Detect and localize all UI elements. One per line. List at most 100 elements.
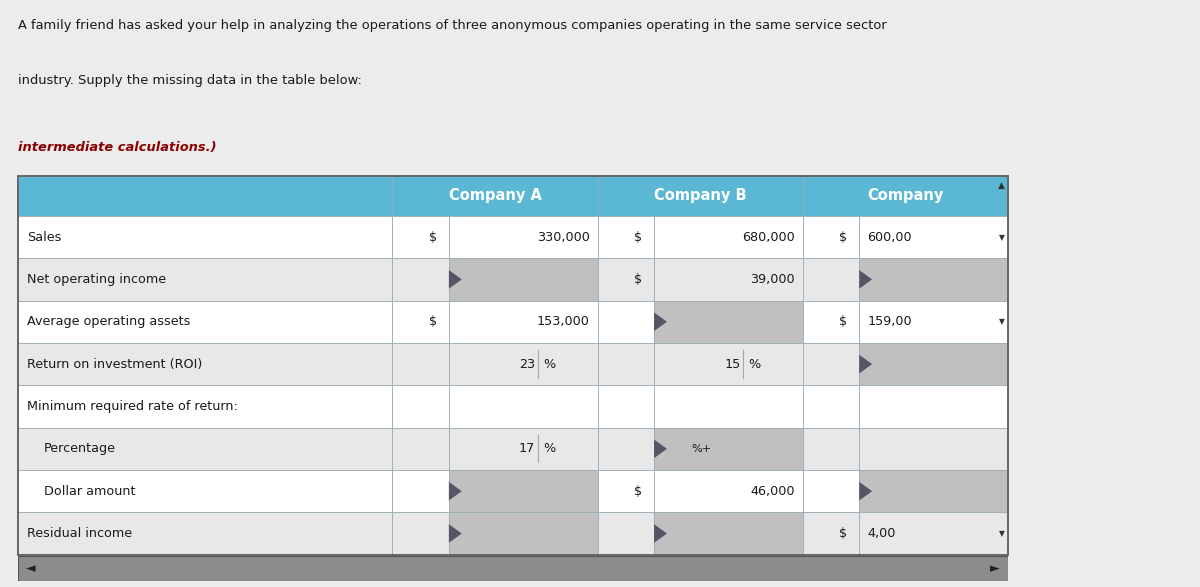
Text: $: $ — [840, 231, 847, 244]
Bar — [803, 428, 859, 470]
Bar — [18, 258, 392, 301]
Text: Percentage: Percentage — [44, 443, 116, 456]
Bar — [803, 343, 859, 385]
Bar — [18, 428, 392, 470]
Bar — [392, 176, 598, 216]
Text: Minimum required rate of return:: Minimum required rate of return: — [28, 400, 239, 413]
Bar — [18, 512, 392, 555]
Bar — [598, 258, 654, 301]
Text: %+: %+ — [691, 444, 712, 454]
Bar — [654, 512, 803, 555]
Bar — [392, 470, 449, 512]
Bar — [18, 301, 392, 343]
Bar — [859, 385, 1008, 428]
Text: $: $ — [635, 273, 642, 286]
Bar — [598, 176, 803, 216]
Bar — [449, 428, 598, 470]
Polygon shape — [654, 524, 667, 543]
Polygon shape — [449, 270, 462, 289]
Text: 159,00: 159,00 — [868, 315, 912, 328]
Bar — [18, 216, 392, 258]
Bar — [859, 470, 1008, 512]
Bar — [449, 470, 598, 512]
Text: $: $ — [635, 485, 642, 498]
Bar — [803, 258, 859, 301]
Text: ▼: ▼ — [1000, 232, 1006, 241]
Bar — [392, 258, 449, 301]
Bar — [598, 470, 654, 512]
Bar — [859, 512, 1008, 555]
Bar — [392, 512, 449, 555]
Text: intermediate calculations.): intermediate calculations.) — [18, 141, 217, 154]
Bar — [654, 470, 803, 512]
Polygon shape — [859, 270, 872, 289]
Text: Company B: Company B — [654, 188, 746, 204]
Bar — [392, 385, 449, 428]
Bar — [654, 258, 803, 301]
Bar — [598, 512, 654, 555]
Bar — [654, 428, 803, 470]
Bar — [803, 216, 859, 258]
Bar — [654, 301, 803, 343]
Text: Residual income: Residual income — [28, 527, 132, 540]
Text: $: $ — [840, 315, 847, 328]
Bar — [859, 258, 1008, 301]
Bar — [392, 301, 449, 343]
Text: 15: 15 — [724, 357, 740, 370]
Polygon shape — [859, 482, 872, 501]
Text: Company A: Company A — [449, 188, 541, 204]
Text: 46,000: 46,000 — [750, 485, 794, 498]
Text: %: % — [544, 443, 556, 456]
Bar — [392, 216, 449, 258]
Text: Sales: Sales — [28, 231, 61, 244]
Bar — [449, 216, 598, 258]
Text: ►: ► — [990, 562, 1000, 575]
Bar — [859, 301, 1008, 343]
Text: 4,00: 4,00 — [868, 527, 895, 540]
Bar — [449, 301, 598, 343]
Polygon shape — [654, 312, 667, 331]
Bar — [18, 385, 392, 428]
Polygon shape — [449, 524, 462, 543]
Bar — [598, 301, 654, 343]
Text: Net operating income: Net operating income — [28, 273, 167, 286]
Text: %: % — [544, 357, 556, 370]
Polygon shape — [859, 355, 872, 373]
Text: ◄: ◄ — [26, 562, 36, 575]
Polygon shape — [449, 482, 462, 501]
Bar — [598, 343, 654, 385]
Text: 153,000: 153,000 — [536, 315, 589, 328]
Text: $: $ — [430, 315, 437, 328]
Bar — [18, 470, 392, 512]
Bar — [392, 428, 449, 470]
Text: 39,000: 39,000 — [750, 273, 794, 286]
Text: $: $ — [840, 527, 847, 540]
Bar — [803, 176, 1008, 216]
Text: 330,000: 330,000 — [536, 231, 589, 244]
Bar — [803, 385, 859, 428]
Text: $: $ — [635, 231, 642, 244]
Polygon shape — [654, 440, 667, 458]
Bar — [449, 385, 598, 428]
Text: $: $ — [430, 231, 437, 244]
Bar — [654, 385, 803, 428]
Bar — [598, 428, 654, 470]
Bar — [803, 301, 859, 343]
Text: ▲: ▲ — [998, 181, 1006, 190]
Text: 680,000: 680,000 — [742, 231, 794, 244]
Bar — [449, 258, 598, 301]
Text: %: % — [749, 357, 761, 370]
Text: Dollar amount: Dollar amount — [44, 485, 136, 498]
Text: 600,00: 600,00 — [868, 231, 912, 244]
Bar — [654, 343, 803, 385]
Text: 17: 17 — [518, 443, 535, 456]
Text: ▼: ▼ — [1000, 317, 1006, 326]
Bar — [449, 343, 598, 385]
Bar — [803, 512, 859, 555]
Text: A family friend has asked your help in analyzing the operations of three anonymo: A family friend has asked your help in a… — [18, 19, 887, 32]
Bar — [859, 343, 1008, 385]
Bar — [803, 470, 859, 512]
Bar — [18, 343, 392, 385]
Bar — [449, 512, 598, 555]
Text: Average operating assets: Average operating assets — [28, 315, 191, 328]
